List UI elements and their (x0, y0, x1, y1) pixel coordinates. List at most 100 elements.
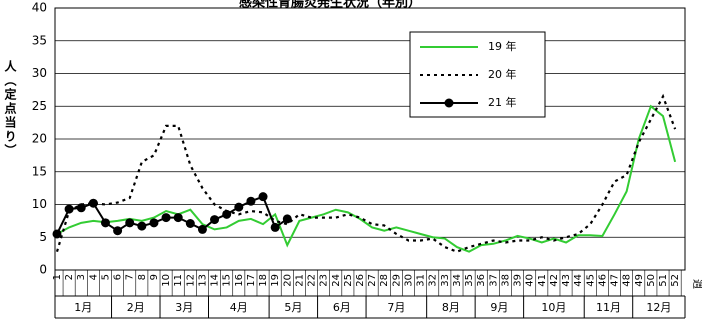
x-tick-label: 20 (282, 274, 293, 287)
x-tick-label: 22 (307, 274, 318, 287)
y-tick-label: 20 (32, 132, 47, 146)
x-tick-label: 6 (113, 274, 124, 280)
month-label: 3月 (175, 301, 193, 314)
month-label: 5月 (284, 301, 302, 314)
x-tick-label: 41 (537, 274, 548, 287)
x-tick-label: 35 (464, 274, 475, 287)
data-point (161, 213, 171, 223)
month-label: 1月 (74, 301, 92, 314)
x-axis-label: 週 (691, 279, 702, 289)
x-tick-label: 37 (488, 274, 499, 287)
x-tick-label: 42 (549, 274, 560, 287)
x-tick-label: 40 (525, 274, 536, 287)
x-tick-label: 7 (125, 274, 136, 280)
month-label: 12月 (646, 301, 671, 314)
data-point (234, 202, 244, 212)
x-tick-label: 30 (403, 274, 414, 287)
data-point (222, 209, 232, 219)
x-tick-label: 2 (64, 274, 75, 280)
x-tick-label: 5 (100, 274, 111, 280)
x-tick-label: 33 (440, 274, 451, 287)
y-tick-label: 30 (32, 66, 47, 80)
y-axis-label: 人（定点当り） (3, 60, 17, 158)
chart-title: 感染性胃腸炎発生状況（年別） (239, 0, 421, 11)
x-tick-label: 17 (246, 274, 257, 287)
x-tick-label: 25 (343, 274, 354, 287)
x-tick-label: 24 (331, 274, 342, 287)
month-label: 4月 (230, 301, 248, 314)
x-tick-label: 23 (319, 274, 330, 287)
data-point (88, 198, 98, 208)
y-tick-label: 40 (32, 1, 47, 15)
x-tick-label: 21 (294, 274, 305, 287)
x-tick-label: 48 (622, 274, 633, 287)
x-tick-label: 12 (185, 274, 196, 287)
data-point (76, 203, 86, 213)
data-point (137, 221, 147, 231)
data-point (64, 204, 74, 214)
y-tick-label: 25 (32, 99, 47, 113)
legend-label: 19 年 (488, 39, 517, 53)
y-tick-label: 5 (39, 230, 47, 244)
data-point (173, 213, 183, 223)
x-tick-label: 18 (258, 274, 269, 287)
legend-marker (444, 98, 454, 108)
data-point (270, 222, 280, 232)
x-tick-label: 27 (367, 274, 378, 287)
x-tick-label: 9 (149, 274, 160, 280)
month-label: 2月 (127, 301, 145, 314)
month-label: 11月 (596, 301, 621, 314)
data-point (258, 192, 268, 202)
x-tick-label: 16 (234, 274, 245, 287)
y-tick-label: 10 (32, 197, 47, 211)
data-point (185, 218, 195, 228)
x-tick-label: 52 (670, 274, 681, 287)
data-point (52, 229, 62, 239)
x-tick-label: 46 (597, 274, 608, 287)
x-tick-label: 38 (500, 274, 511, 287)
x-tick-label: 13 (197, 274, 208, 287)
month-label: 6月 (333, 301, 351, 314)
x-tick-label: 32 (428, 274, 439, 287)
data-point (210, 215, 220, 225)
x-tick-label: 34 (452, 274, 463, 287)
y-tick-label: 15 (32, 164, 47, 178)
x-tick-label: 3 (76, 274, 87, 280)
x-tick-label: 45 (585, 274, 596, 287)
x-tick-label: 19 (270, 274, 281, 287)
month-label: 8月 (442, 301, 460, 314)
x-tick-label: 36 (476, 274, 487, 287)
x-tick-label: 11 (173, 274, 184, 287)
x-tick-label: 31 (416, 274, 427, 287)
x-tick-label: 8 (137, 274, 148, 280)
legend-label: 21 年 (488, 95, 517, 109)
data-point (125, 218, 135, 228)
x-tick-label: 4 (88, 274, 99, 280)
legend-label: 20 年 (488, 67, 517, 81)
data-point (149, 218, 159, 228)
x-tick-label: 43 (561, 274, 572, 287)
series-line (56, 104, 677, 253)
x-tick-label: 15 (222, 274, 233, 287)
month-label: 7月 (387, 301, 405, 314)
data-point (197, 224, 207, 234)
data-point (113, 226, 123, 236)
y-tick-label: 35 (32, 33, 47, 47)
data-point (282, 214, 292, 224)
x-tick-label: 49 (634, 274, 645, 287)
y-tick-label: 0 (39, 263, 47, 277)
x-tick-label: 29 (391, 274, 402, 287)
month-label: 9月 (490, 301, 508, 314)
x-tick-label: 44 (573, 274, 584, 287)
x-tick-label: 50 (646, 274, 657, 287)
x-tick-label: 51 (658, 274, 669, 287)
x-tick-label: 47 (610, 274, 621, 287)
x-tick-label: 14 (210, 274, 221, 287)
x-tick-label: 1 (52, 274, 63, 280)
x-tick-label: 10 (161, 274, 172, 287)
data-point (246, 196, 256, 206)
month-label: 10月 (541, 301, 566, 314)
data-point (100, 218, 110, 228)
